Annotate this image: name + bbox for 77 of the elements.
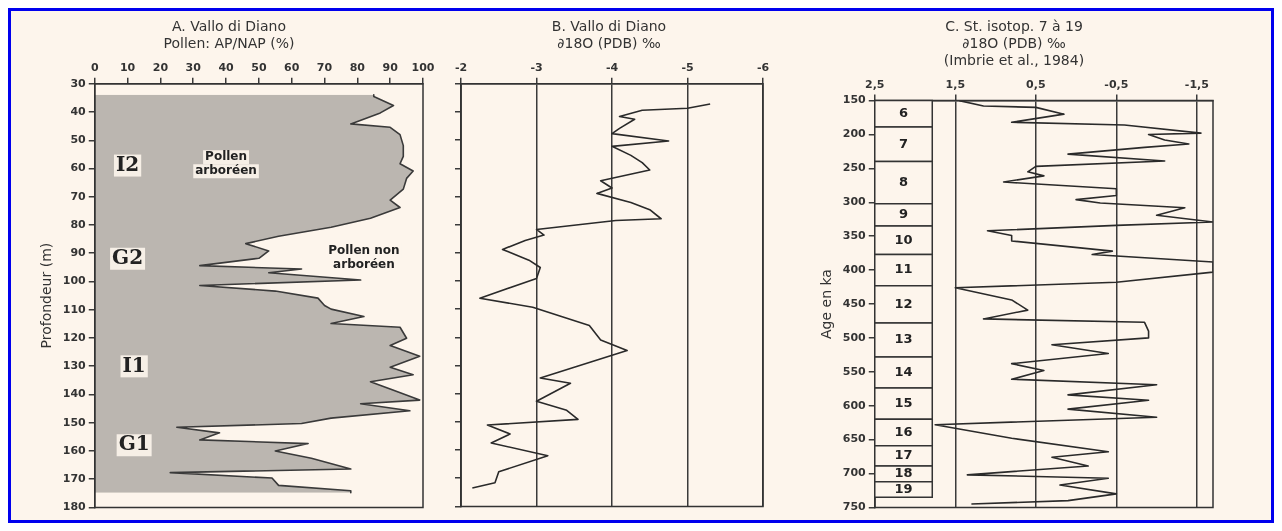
y-tick-label: 80 (70, 217, 87, 231)
annotation: Pollen arboréen (195, 149, 257, 178)
x-tick-label: 60 (284, 61, 300, 75)
band-label: 13 (894, 331, 913, 347)
y-tick-label: 500 (842, 330, 867, 344)
y-tick-label: 450 (842, 296, 867, 310)
x-tick-label: 1,5 (945, 77, 966, 91)
y-tick-label: 650 (842, 432, 867, 446)
annotation: G1 (118, 431, 150, 456)
annotation: I2 (115, 151, 140, 176)
y-tick-label: 120 (62, 330, 87, 344)
y-tick-label: 40 (70, 104, 87, 118)
x-tick-label: 30 (185, 61, 202, 75)
band-label: 6 (898, 105, 909, 121)
x-tick-label: -5 (681, 61, 694, 75)
x-tick-label: 80 (349, 61, 366, 75)
y-tick-label: 100 (62, 274, 87, 288)
band-label: 7 (898, 135, 909, 151)
x-tick-label: 2,5 (865, 77, 885, 91)
y-axis-title: Age en ka (818, 269, 835, 339)
x-tick-label: 10 (119, 61, 136, 75)
band-label: 14 (894, 363, 913, 379)
y-tick-label: 170 (62, 472, 87, 486)
x-tick-label: -6 (756, 61, 770, 75)
y-tick-label: 90 (70, 246, 87, 260)
band-label: 8 (898, 174, 909, 190)
y-tick-label: 150 (62, 415, 87, 429)
x-tick-label: 0 (90, 61, 99, 75)
band-label: 18 (894, 465, 913, 481)
x-tick-label: 20 (152, 61, 169, 75)
x-tick-label: 90 (382, 61, 399, 75)
y-tick-label: 60 (70, 161, 87, 175)
band-label: 15 (894, 395, 913, 411)
x-tick-label: -2 (454, 61, 468, 75)
chart-subtitle: ∂18O (PDB) ‰ (557, 34, 661, 51)
chart-subtitle: Pollen: AP/NAP (%) (163, 34, 295, 51)
y-tick-label: 200 (842, 127, 867, 141)
band-label: 9 (898, 206, 909, 222)
band-label: 10 (894, 231, 913, 247)
annotation: G2 (112, 244, 144, 269)
x-tick-label: -4 (605, 61, 619, 75)
chart-title: C. St. isotop. 7 à 19 (945, 18, 1083, 35)
x-tick-label: 0,5 (1026, 77, 1046, 91)
y-tick-label: 70 (70, 189, 87, 203)
y-tick-label: 110 (62, 302, 87, 316)
y-tick-label: 160 (62, 443, 87, 457)
chart-title: B. Vallo di Diano (551, 18, 667, 35)
x-tick-label: 100 (411, 61, 435, 75)
y-tick-label: 400 (842, 262, 867, 276)
y-tick-label: 250 (842, 161, 867, 175)
x-tick-label: -1,5 (1184, 77, 1209, 91)
x-tick-label: -0,5 (1104, 77, 1129, 91)
chart-title: A. Vallo di Diano (171, 18, 287, 35)
y-axis-title: Profondeur (m) (38, 242, 55, 349)
band-label: 11 (894, 261, 913, 277)
annotation: I1 (122, 352, 146, 377)
y-tick-label: 50 (70, 133, 87, 147)
x-tick-label: 40 (218, 61, 235, 75)
x-tick-label: 70 (316, 61, 333, 75)
x-tick-label: -3 (530, 61, 543, 75)
y-tick-label: 750 (842, 500, 867, 514)
y-tick-label: 350 (842, 229, 867, 243)
y-tick-label: 550 (842, 364, 867, 378)
y-tick-label: 600 (842, 398, 867, 412)
band-label: 16 (894, 423, 913, 439)
y-tick-label: 700 (842, 466, 867, 480)
band-label: 19 (894, 480, 913, 496)
y-tick-label: 180 (62, 500, 87, 514)
band-label: 12 (894, 295, 913, 311)
x-tick-label: 50 (251, 61, 267, 75)
chart-subtitle: ∂18O (PDB) ‰ (Imbrie et al., 1984) (943, 34, 1085, 68)
y-tick-label: 300 (842, 195, 867, 209)
band-label: 17 (894, 447, 913, 463)
y-tick-label: 140 (62, 387, 87, 401)
annotation: Pollen non arboréen (328, 242, 400, 271)
y-tick-label: 130 (62, 359, 87, 373)
y-tick-label: 150 (842, 93, 867, 107)
